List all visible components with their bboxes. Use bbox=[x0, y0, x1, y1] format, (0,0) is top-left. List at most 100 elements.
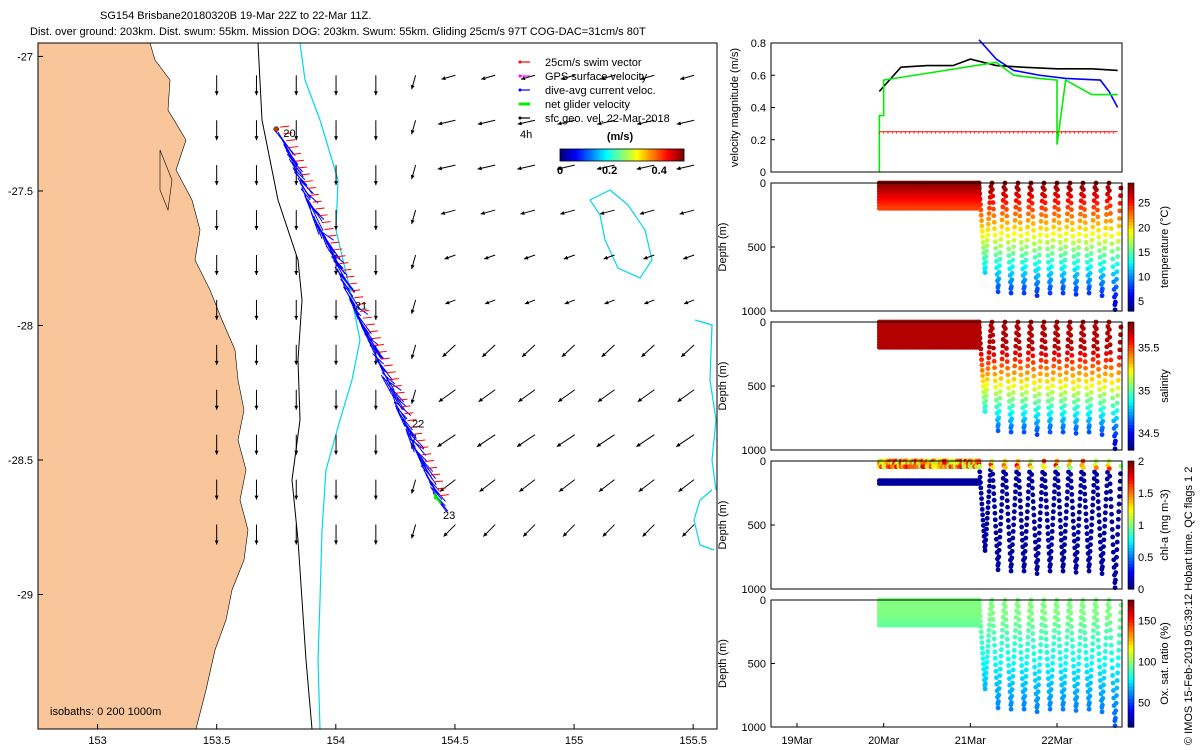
data-marker bbox=[1028, 465, 1034, 471]
data-marker bbox=[1036, 252, 1042, 258]
geo-vector-head bbox=[523, 532, 528, 537]
x-tick-label: 153 bbox=[88, 735, 106, 747]
data-marker bbox=[1097, 393, 1103, 399]
data-marker bbox=[1082, 623, 1087, 629]
data-marker bbox=[1108, 489, 1113, 494]
geo-vector-head bbox=[443, 532, 448, 537]
data-marker bbox=[1073, 426, 1079, 432]
geo-vector-head bbox=[373, 136, 378, 141]
data-marker bbox=[1006, 537, 1012, 543]
data-marker bbox=[1018, 379, 1024, 384]
data-marker bbox=[1114, 408, 1120, 414]
colorbar-cell bbox=[1128, 496, 1134, 500]
data-marker bbox=[1004, 359, 1010, 365]
colorbar-cell bbox=[580, 149, 583, 161]
data-marker bbox=[1030, 492, 1036, 498]
data-marker bbox=[998, 376, 1004, 381]
data-marker bbox=[1043, 220, 1049, 226]
data-marker bbox=[1032, 254, 1038, 260]
data-marker bbox=[990, 332, 996, 338]
colorbar-cell bbox=[652, 149, 655, 161]
geo-vector-head bbox=[334, 226, 339, 231]
data-marker bbox=[1078, 628, 1083, 634]
data-marker bbox=[978, 351, 984, 357]
data-marker bbox=[1056, 352, 1062, 358]
data-marker bbox=[1050, 515, 1056, 521]
data-marker bbox=[1051, 224, 1057, 230]
data-marker bbox=[1083, 511, 1089, 517]
geo-vector-head bbox=[524, 300, 530, 305]
colorbar-cell bbox=[1128, 392, 1134, 397]
data-marker bbox=[1018, 511, 1024, 517]
data-marker bbox=[992, 649, 998, 655]
data-marker bbox=[1056, 491, 1062, 497]
swim-vector bbox=[315, 207, 325, 210]
swim-vector bbox=[398, 398, 408, 401]
colorbar-cell bbox=[1128, 576, 1134, 580]
data-marker bbox=[1064, 502, 1070, 508]
data-marker bbox=[1019, 669, 1025, 675]
data-marker bbox=[994, 543, 1000, 549]
y-tick-label: -28.5 bbox=[8, 455, 33, 467]
data-marker bbox=[980, 650, 986, 656]
data-marker bbox=[1116, 362, 1122, 368]
swim-vector bbox=[404, 412, 414, 415]
data-marker bbox=[1005, 656, 1011, 662]
colorbar-cell bbox=[1128, 218, 1134, 222]
data-marker bbox=[1003, 339, 1009, 345]
data-marker bbox=[993, 530, 999, 536]
data-marker bbox=[1069, 359, 1075, 365]
data-marker bbox=[976, 602, 982, 608]
current-vector bbox=[429, 483, 446, 502]
data-marker bbox=[1110, 534, 1116, 540]
data-marker bbox=[1013, 350, 1018, 356]
data-marker bbox=[995, 563, 1001, 568]
data-marker bbox=[1044, 365, 1049, 371]
data-marker bbox=[1007, 551, 1013, 556]
data-marker bbox=[1075, 536, 1081, 542]
data-marker bbox=[1031, 519, 1037, 525]
colorbar-tick: 34.5 bbox=[1138, 428, 1159, 440]
data-marker bbox=[1021, 279, 1026, 285]
data-marker bbox=[1116, 509, 1122, 515]
data-marker bbox=[1109, 650, 1114, 656]
swim-vector bbox=[289, 146, 299, 149]
data-marker bbox=[1042, 478, 1048, 484]
data-marker bbox=[1055, 193, 1061, 199]
data-marker bbox=[1021, 564, 1027, 570]
geo-vector-head bbox=[373, 540, 378, 545]
current-vector bbox=[405, 428, 416, 448]
geo-vector-head bbox=[410, 489, 415, 494]
data-marker bbox=[1044, 240, 1050, 245]
data-marker bbox=[1011, 231, 1017, 237]
data-marker bbox=[1095, 207, 1100, 213]
geo-vector-head bbox=[334, 315, 339, 320]
data-marker bbox=[1044, 233, 1050, 239]
geo-vector-head bbox=[437, 442, 442, 447]
colorbar-tick: 1 bbox=[1138, 520, 1144, 532]
geo-vector-head bbox=[477, 121, 483, 126]
y-tick-label: 0.2 bbox=[751, 135, 766, 147]
data-marker bbox=[1049, 529, 1055, 534]
isobath-east bbox=[694, 319, 717, 491]
current-vector bbox=[340, 279, 350, 290]
current-vector bbox=[381, 372, 396, 385]
data-marker bbox=[1044, 379, 1050, 384]
data-marker bbox=[1015, 187, 1021, 193]
data-marker bbox=[1031, 366, 1036, 372]
data-marker bbox=[1023, 667, 1029, 673]
swim-vector bbox=[413, 432, 423, 435]
geo-vector-head bbox=[438, 397, 444, 402]
data-marker bbox=[994, 688, 1000, 694]
data-marker bbox=[980, 378, 986, 384]
data-marker bbox=[1097, 400, 1103, 406]
data-marker bbox=[1089, 376, 1095, 382]
colorbar-cell bbox=[570, 149, 573, 161]
colorbar-cell bbox=[1128, 464, 1134, 468]
data-marker bbox=[1104, 490, 1109, 495]
data-marker bbox=[1086, 418, 1091, 424]
data-marker bbox=[999, 356, 1005, 362]
data-marker bbox=[1099, 293, 1105, 299]
data-marker bbox=[1077, 641, 1083, 647]
data-marker bbox=[1020, 551, 1026, 556]
